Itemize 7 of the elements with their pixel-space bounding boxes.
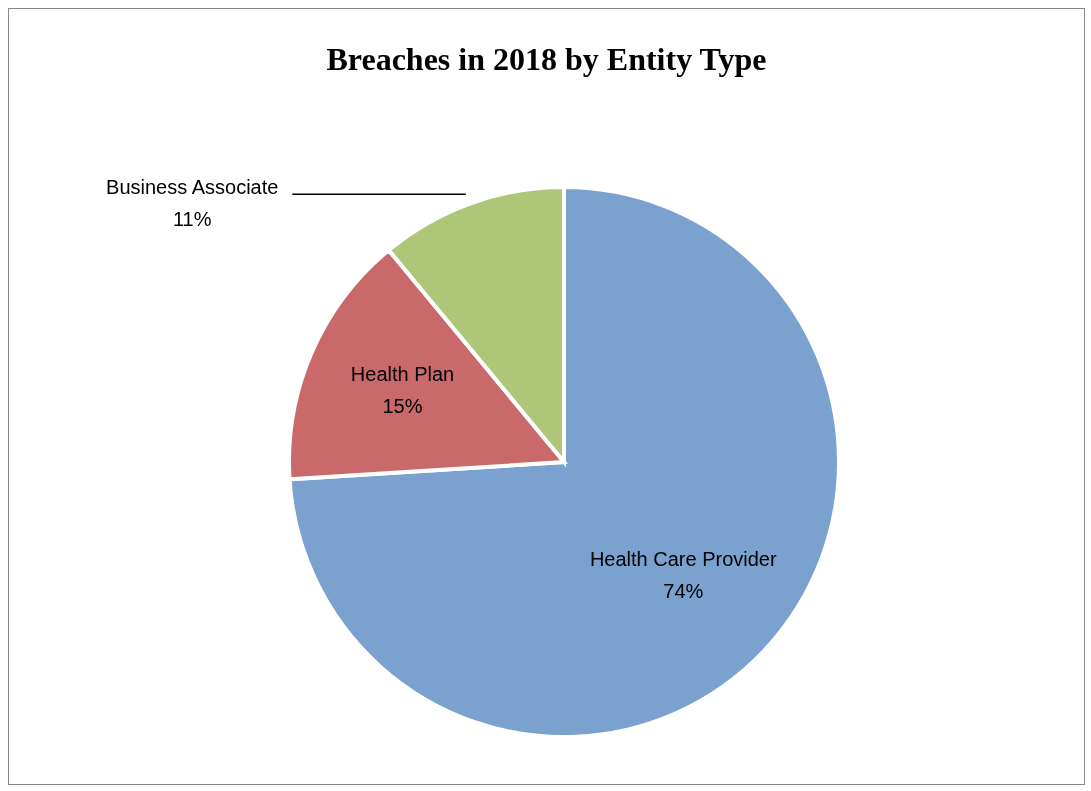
slice-label: Business Associate [106, 176, 279, 199]
data-label: 74% [663, 579, 704, 602]
data-label: 11% [172, 208, 212, 231]
slice-label: Health Plan [350, 363, 455, 386]
slice-label: Health Care Provider [589, 547, 777, 570]
chart-title: Breaches in 2018 by Entity Type [325, 41, 768, 78]
data-label: 15% [382, 395, 423, 418]
